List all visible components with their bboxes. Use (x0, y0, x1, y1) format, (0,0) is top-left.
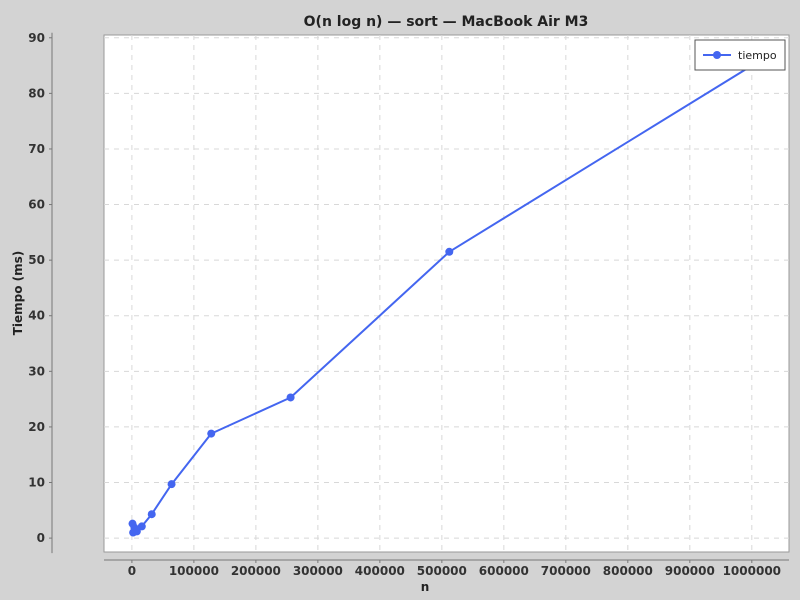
x-tick-label: 0 (128, 564, 136, 578)
x-tick-label: 500000 (417, 564, 467, 578)
x-tick-label: 200000 (231, 564, 281, 578)
y-tick-label: 60 (28, 198, 45, 212)
plot-area (103, 34, 790, 553)
x-tick-label: 300000 (293, 564, 343, 578)
data-point (132, 527, 141, 536)
y-tick-label: 40 (28, 309, 45, 323)
data-point (286, 393, 295, 402)
y-tick-label: 0 (37, 531, 45, 545)
x-tick-label: 100000 (169, 564, 219, 578)
x-axis-label: n (421, 580, 430, 594)
y-tick-label: 90 (28, 31, 45, 45)
y-tick-label: 70 (28, 142, 45, 156)
x-tick-label: 800000 (603, 564, 653, 578)
data-point (207, 429, 216, 438)
x-tick-label: 400000 (355, 564, 405, 578)
legend: tiempo (694, 39, 786, 71)
y-axis-label: Tiempo (ms) (11, 251, 25, 336)
y-tick-label: 30 (28, 364, 45, 378)
data-point (137, 522, 146, 531)
chart-title: O(n log n) — sort — MacBook Air M3 (304, 14, 589, 30)
x-tick-label: 1000000 (723, 564, 781, 578)
y-tick-label: 50 (28, 253, 45, 267)
legend-marker (713, 51, 721, 59)
y-tick-label: 10 (28, 476, 45, 490)
axes: 0 10 20 30 40 50 60 70 80 90 0 100000 200000 300000 40… (28, 31, 789, 578)
legend-label: tiempo (738, 49, 777, 62)
y-tick-label: 80 (28, 86, 45, 100)
grid (104, 35, 789, 552)
data-point (147, 510, 156, 519)
data-point (167, 480, 176, 489)
x-tick-label: 900000 (665, 564, 715, 578)
x-tick-label: 600000 (479, 564, 529, 578)
x-tick-label: 700000 (541, 564, 591, 578)
y-tick-label: 20 (28, 420, 45, 434)
data-point (445, 247, 454, 256)
